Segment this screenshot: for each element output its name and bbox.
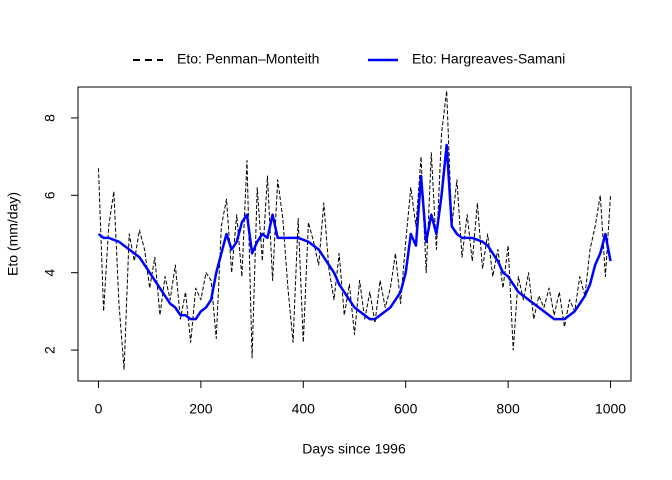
x-tick-label: 800 [496,401,520,417]
series-line [97,90,612,370]
x-tick-label: 400 [292,401,316,417]
y-axis-label: Eto (mm/day) [5,192,21,276]
legend-label: Eto: Hargreaves-Samani [412,51,565,67]
y-tick-label: 2 [42,346,58,354]
x-tick-label: 0 [95,401,103,417]
series-line [97,143,612,321]
y-tick-label: 4 [42,269,58,277]
plot-frame [77,86,632,382]
x-tick-label: 200 [189,401,213,417]
y-tick-label: 8 [42,114,58,122]
x-axis-label: Days since 1996 [302,441,406,457]
y-tick-label: 6 [42,191,58,199]
x-tick-label: 600 [394,401,418,417]
legend-label: Eto: Penman–Monteith [177,51,319,67]
x-tick-label: 1000 [595,401,626,417]
